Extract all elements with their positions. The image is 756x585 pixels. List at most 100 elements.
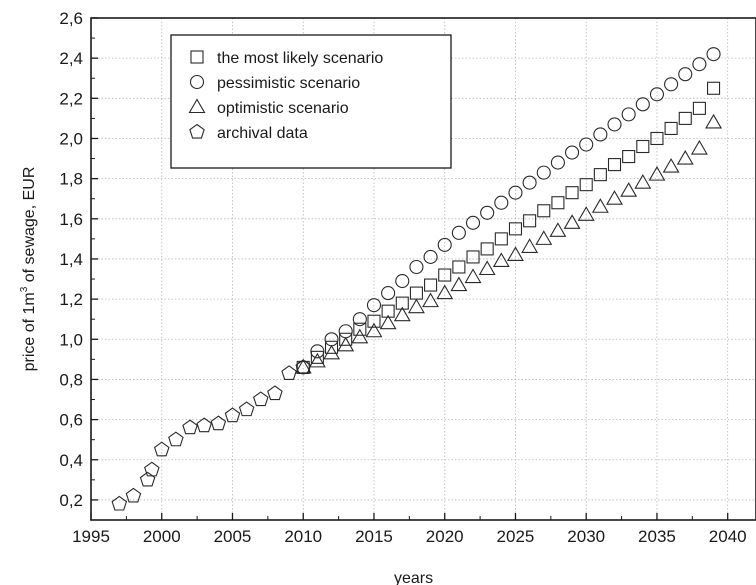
data-point <box>381 286 396 301</box>
x-tick-label: 2015 <box>355 527 393 546</box>
x-tick-label: 1995 <box>72 527 110 546</box>
y-tick-label: 1,0 <box>59 330 83 349</box>
data-point <box>649 87 665 102</box>
y-tick-label: 2,4 <box>59 49 83 68</box>
data-point <box>450 276 468 292</box>
data-point <box>422 292 440 308</box>
data-point <box>635 97 650 112</box>
data-point <box>267 385 283 401</box>
data-point <box>480 242 494 256</box>
data-point <box>650 131 664 146</box>
legend-marker <box>189 74 205 90</box>
data-point <box>338 324 353 339</box>
data-point <box>324 340 339 354</box>
data-point <box>676 149 694 165</box>
data-point <box>423 249 438 265</box>
legend: the most likely scenario pessimistic scen… <box>170 34 452 169</box>
data-point <box>579 137 594 152</box>
data-point <box>436 284 454 300</box>
data-point <box>507 246 524 261</box>
data-point <box>494 195 509 210</box>
data-point <box>144 461 160 477</box>
y-axis-title-suffix: of sewage, EUR <box>21 167 38 287</box>
data-point <box>692 57 707 72</box>
data-point <box>636 139 650 154</box>
data-point <box>352 312 367 327</box>
x-tick-label: 2020 <box>426 527 464 546</box>
data-point <box>238 401 255 417</box>
data-point <box>607 117 622 132</box>
legend-marker <box>188 98 206 114</box>
data-point <box>437 237 452 252</box>
data-point <box>508 222 523 236</box>
data-point <box>337 336 355 352</box>
x-tick-label: 2005 <box>214 527 252 546</box>
data-point <box>563 214 581 229</box>
data-point <box>379 314 397 330</box>
data-point <box>678 111 692 125</box>
data-point <box>395 296 409 310</box>
data-point <box>464 268 482 284</box>
y-tick-label: 1,2 <box>59 290 83 309</box>
data-point <box>492 252 510 268</box>
legend-marker <box>189 123 205 139</box>
data-point <box>664 121 678 135</box>
data-point <box>551 196 565 210</box>
data-point <box>409 259 424 275</box>
y-axis-title-superscript: 3 <box>19 286 30 292</box>
data-point <box>606 190 623 205</box>
x-axis-title: years <box>394 570 433 585</box>
data-point <box>111 495 128 511</box>
data-point <box>549 222 567 237</box>
tick-labels: 1995 2000 2005 2010 2015 2020 2025 2030 2035 2040… <box>59 9 746 546</box>
data-point <box>310 350 324 364</box>
y-tick-label: 2,6 <box>59 9 83 28</box>
y-tick-label: 1,6 <box>59 210 83 229</box>
data-point <box>323 344 340 360</box>
data-point <box>521 238 539 253</box>
data-point <box>465 215 481 230</box>
data-point <box>620 182 638 197</box>
data-point <box>395 273 410 289</box>
data-point <box>281 365 297 381</box>
legend-label: archival data <box>217 125 308 142</box>
data-point <box>168 431 184 447</box>
x-tick-label: 2040 <box>709 527 747 546</box>
data-point <box>536 165 551 180</box>
data-point <box>607 158 622 172</box>
data-point <box>480 205 495 220</box>
legend-label: pessimistic scenario <box>217 75 360 92</box>
series-circle <box>296 47 721 375</box>
data-point <box>353 322 367 336</box>
y-tick-label: 0,4 <box>59 451 83 470</box>
data-point <box>508 185 523 200</box>
data-point <box>139 471 156 487</box>
data-point <box>438 268 452 282</box>
data-point <box>424 278 438 292</box>
data-point <box>550 155 565 170</box>
data-point <box>692 101 706 115</box>
series-square <box>296 81 721 374</box>
data-point <box>452 260 466 274</box>
y-tick-label: 2,0 <box>59 129 83 148</box>
x-tick-label: 2035 <box>638 527 676 546</box>
data-point <box>522 175 537 190</box>
data-point <box>579 178 593 192</box>
y-tick-label: 2,2 <box>59 89 83 108</box>
x-tick-label: 2025 <box>497 527 535 546</box>
data-point <box>365 322 383 338</box>
data-point <box>466 250 480 264</box>
series-triangle <box>294 113 723 374</box>
plot-frame <box>90 17 756 521</box>
data-point <box>366 298 382 313</box>
x-tick-label: 2000 <box>143 527 181 546</box>
data-point <box>565 145 580 160</box>
x-tick-label: 2010 <box>284 527 322 546</box>
y-tick-label: 1,8 <box>59 170 83 189</box>
data-point <box>478 260 496 276</box>
data-point <box>593 168 607 182</box>
data-point <box>253 391 269 407</box>
data-point <box>308 352 326 368</box>
data-point <box>351 328 369 344</box>
data-point <box>577 206 595 221</box>
